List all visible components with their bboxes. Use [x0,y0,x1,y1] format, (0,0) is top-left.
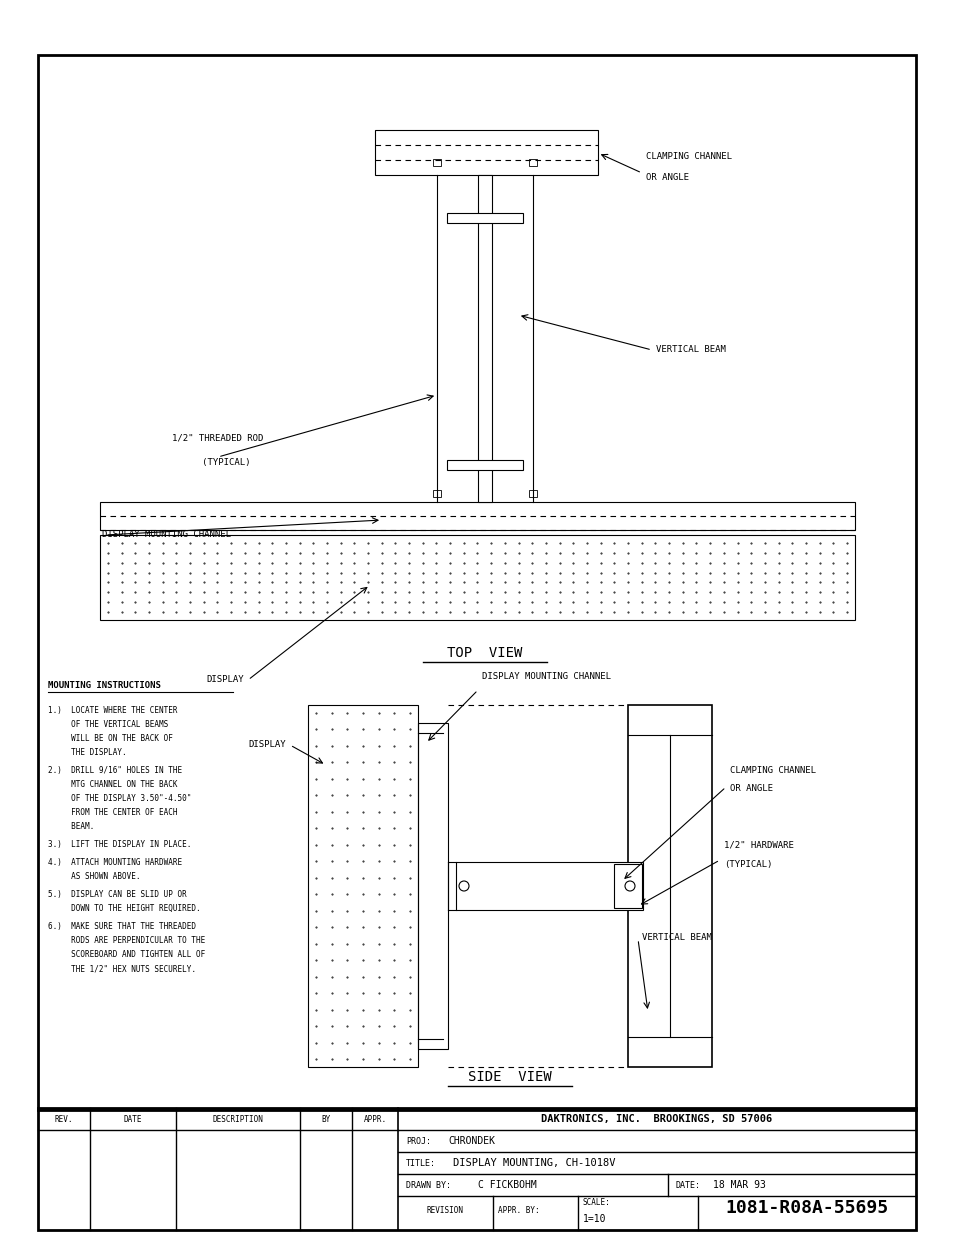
Text: FROM THE CENTER OF EACH: FROM THE CENTER OF EACH [48,808,177,818]
Bar [447,459,522,471]
Text: BEAM.: BEAM. [48,823,94,831]
Text: SCOREBOARD AND TIGHTEN ALL OF: SCOREBOARD AND TIGHTEN ALL OF [48,950,205,960]
Text: DISPLAY: DISPLAY [206,674,244,683]
Text: DATE:: DATE: [676,1181,700,1189]
Text: 2.)  DRILL 9/16" HOLES IN THE: 2.) DRILL 9/16" HOLES IN THE [48,766,182,776]
Text: 1.)  LOCATE WHERE THE CENTER: 1.) LOCATE WHERE THE CENTER [48,706,177,715]
Bar [100,501,854,530]
Text: AS SHOWN ABOVE.: AS SHOWN ABOVE. [48,872,140,881]
Bar [375,130,598,175]
Text: 5.)  DISPLAY CAN BE SLID UP OR: 5.) DISPLAY CAN BE SLID UP OR [48,890,187,899]
Text: DAKTRONICS, INC.  BROOKINGS, SD 57006: DAKTRONICS, INC. BROOKINGS, SD 57006 [540,1114,772,1124]
Text: REV.: REV. [54,1114,73,1124]
Text: CLAMPING CHANNEL: CLAMPING CHANNEL [729,766,815,776]
Bar [627,705,711,1067]
Bar [433,490,440,496]
Text: 6.)  MAKE SURE THAT THE THREADED: 6.) MAKE SURE THAT THE THREADED [48,923,195,931]
Text: DESCRIPTION: DESCRIPTION [213,1114,263,1124]
Text: DISPLAY MOUNTING CHANNEL: DISPLAY MOUNTING CHANNEL [102,530,231,538]
Text: PROJ:: PROJ: [406,1136,431,1146]
Bar [477,175,492,501]
Bar [100,535,854,620]
Bar [38,1108,915,1230]
Bar [456,862,642,910]
Text: 18 MAR 93: 18 MAR 93 [712,1179,765,1191]
Text: OR ANGLE: OR ANGLE [645,173,688,182]
Text: THE DISPLAY.: THE DISPLAY. [48,748,127,757]
Text: THE 1/2" HEX NUTS SECURELY.: THE 1/2" HEX NUTS SECURELY. [48,965,195,973]
Bar [529,159,537,165]
Text: 1/2" HARDWARE: 1/2" HARDWARE [723,841,793,850]
Text: SIDE  VIEW: SIDE VIEW [468,1070,551,1084]
Text: TOP  VIEW: TOP VIEW [447,646,522,659]
Text: WILL BE ON THE BACK OF: WILL BE ON THE BACK OF [48,734,172,743]
Text: 1081-R08A-55695: 1081-R08A-55695 [724,1199,887,1216]
Text: CHRONDEK: CHRONDEK [448,1136,495,1146]
Text: RODS ARE PERPENDICULAR TO THE: RODS ARE PERPENDICULAR TO THE [48,936,205,945]
Text: REVISION: REVISION [427,1207,463,1215]
Bar [614,864,641,908]
Text: CLAMPING CHANNEL: CLAMPING CHANNEL [645,152,731,161]
Text: DISPLAY: DISPLAY [248,740,286,748]
Text: OF THE DISPLAY 3.50"-4.50": OF THE DISPLAY 3.50"-4.50" [48,794,192,803]
Text: OF THE VERTICAL BEAMS: OF THE VERTICAL BEAMS [48,720,168,729]
Text: 4.)  ATTACH MOUNTING HARDWARE: 4.) ATTACH MOUNTING HARDWARE [48,858,182,867]
Text: 1=10: 1=10 [582,1214,606,1224]
Text: APPR. BY:: APPR. BY: [497,1207,539,1215]
Text: BY: BY [321,1114,331,1124]
Text: DISPLAY MOUNTING, CH-1018V: DISPLAY MOUNTING, CH-1018V [453,1158,615,1168]
Text: DATE: DATE [124,1114,142,1124]
Bar [417,722,448,1049]
Bar [38,56,915,1110]
Text: 1/2" THREADED ROD: 1/2" THREADED ROD [172,433,263,442]
Text: OR ANGLE: OR ANGLE [729,784,772,793]
Bar [529,490,537,496]
Text: MOUNTING INSTRUCTIONS: MOUNTING INSTRUCTIONS [48,680,161,690]
Bar [447,212,522,224]
Text: TITLE:: TITLE: [406,1158,436,1167]
Text: C FICKBOHM: C FICKBOHM [477,1179,537,1191]
Text: SCALE:: SCALE: [582,1198,610,1208]
Bar [308,705,417,1067]
Text: APPR.: APPR. [363,1114,386,1124]
Text: VERTICAL BEAM: VERTICAL BEAM [656,345,725,353]
Text: VERTICAL BEAM: VERTICAL BEAM [641,934,711,942]
Text: (TYPICAL): (TYPICAL) [723,860,772,869]
Text: MTG CHANNEL ON THE BACK: MTG CHANNEL ON THE BACK [48,781,177,789]
Text: DISPLAY MOUNTING CHANNEL: DISPLAY MOUNTING CHANNEL [481,672,610,680]
Text: DRAWN BY:: DRAWN BY: [406,1181,451,1189]
Bar [433,159,440,165]
Text: 3.)  LIFT THE DISPLAY IN PLACE.: 3.) LIFT THE DISPLAY IN PLACE. [48,840,192,848]
Text: DOWN TO THE HEIGHT REQUIRED.: DOWN TO THE HEIGHT REQUIRED. [48,904,200,913]
Text: (TYPICAL): (TYPICAL) [186,458,250,467]
